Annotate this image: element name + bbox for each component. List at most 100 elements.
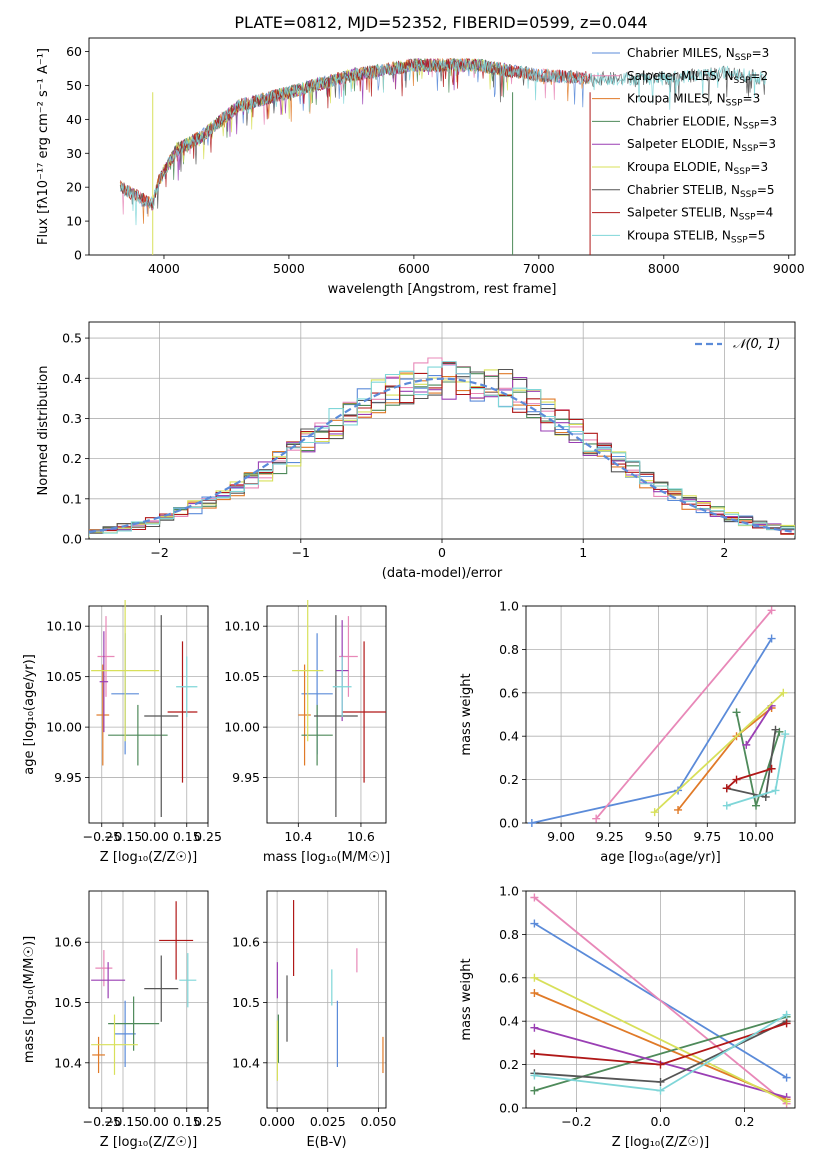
weight-marker (732, 775, 741, 784)
x-axis-label: E(B-V) (306, 1135, 346, 1150)
weight-lines (527, 606, 790, 827)
y-tick-label: 9.95 (232, 770, 260, 785)
y-tick-label: 40 (66, 112, 82, 127)
weight-marker (656, 1060, 665, 1069)
weight-marker (771, 725, 780, 734)
legend-label: Chabrier ELODIE, NSSP=3 (627, 114, 777, 131)
y-tick-label: 0.0 (62, 532, 82, 547)
y-tick-label: 0.8 (499, 927, 519, 942)
weight-marker (722, 784, 731, 793)
y-tick-label: 0.6 (499, 970, 519, 985)
x-tick-label: 1 (579, 545, 587, 560)
x-tick-label: 0.050 (361, 1114, 397, 1129)
y-tick-label: 10.6 (232, 935, 260, 950)
x-axis-label: Z [log₁₀(Z/Z☉)] (100, 1135, 197, 1150)
x-tick-label: −0.25 (83, 1114, 121, 1129)
y-tick-label: 0.3 (62, 411, 82, 426)
x-tick-label: 0.000 (259, 1114, 295, 1129)
y-tick-label: 10.10 (46, 619, 82, 634)
errorbar-points (276, 900, 384, 1081)
weight-marker (742, 740, 751, 749)
y-tick-label: 0.0 (499, 816, 519, 831)
x-tick-label: 4000 (148, 261, 180, 276)
legend-label: Chabrier STELIB, NSSP=5 (627, 183, 775, 200)
x-tick-label: 9.25 (596, 829, 624, 844)
y-tick-label: 1.0 (499, 599, 519, 614)
legend-label: Kroupa ELODIE, NSSP=3 (627, 160, 768, 177)
y-tick-label: 9.95 (54, 770, 82, 785)
normal-curve (89, 377, 795, 534)
x-tick-label: 0.00 (141, 1114, 169, 1129)
errorbar-points (91, 901, 197, 1075)
panels: 4000 5000 6000 7000 8000 90000102030405060wav… (22, 37, 805, 1150)
y-axis-label: Flux [fλ10⁻¹⁷ erg cm⁻² s⁻¹ A⁻¹] (36, 48, 51, 245)
x-tick-label: 8000 (648, 261, 680, 276)
y-tick-label: 0 (74, 248, 82, 263)
y-tick-label: 10.5 (54, 995, 82, 1010)
weight-marker (752, 801, 761, 810)
y-tick-label: 0.2 (62, 451, 82, 466)
x-tick-label: 9000 (773, 261, 805, 276)
weight-marker (650, 808, 659, 817)
y-tick-label: 10 (66, 214, 82, 229)
weight-marker (530, 1086, 539, 1095)
y-tick-label: 0.1 (62, 491, 82, 506)
x-tick-label: 10.00 (738, 829, 774, 844)
axes-frame (88, 321, 796, 540)
x-axis-label: mass [log₁₀(M/M☉)] (263, 850, 390, 865)
axes-frame (266, 890, 387, 1109)
axes-frame (525, 605, 796, 824)
x-tick-label: 10.4 (284, 829, 312, 844)
x-tick-label: 0.15 (173, 829, 201, 844)
x-tick-label: 0.25 (194, 829, 222, 844)
weight-marker (782, 1019, 791, 1028)
histogram-steps (89, 357, 795, 538)
weight-marker (781, 730, 790, 739)
weight-marker (771, 786, 780, 795)
x-tick-label: 0.025 (310, 1114, 346, 1129)
panel-residual-histogram: −2 −1 0 1 2 0.0 0.1 0.2 0.3 0.4 0.5 (data-model)/er… (36, 321, 796, 581)
panel-age-vs-Z: −0.25−0.150.00 0.150.25 9.95 10.00 10.05 10.1… (22, 599, 222, 865)
weight-marker (530, 973, 539, 982)
x-tick-label: −0.25 (83, 829, 121, 844)
legend-label: Salpeter ELODIE, NSSP=3 (627, 137, 776, 154)
weight-marker (767, 606, 776, 615)
y-tick-label: 10.05 (224, 669, 260, 684)
y-tick-label: 0.2 (499, 1057, 519, 1072)
y-tick-label: 10.5 (232, 995, 260, 1010)
weight-marker (530, 1071, 539, 1080)
weight-marker (722, 801, 731, 810)
x-tick-label: 7000 (523, 261, 555, 276)
x-tick-label: 0.0 (651, 1114, 671, 1129)
weight-marker (530, 893, 539, 902)
panel-EBV-strip: 0.000 0.025 0.050 10.4 10.5 10.6 E(B-V) (232, 890, 397, 1150)
x-tick-label: 10.6 (347, 829, 375, 844)
legend-label: Kroupa MILES, NSSP=3 (627, 92, 760, 109)
x-tick-label: 0.2 (735, 1114, 755, 1129)
x-tick-label: 0.00 (141, 829, 169, 844)
weight-marker (782, 1073, 791, 1082)
x-tick-label: −1 (292, 545, 310, 560)
weight-marker (530, 919, 539, 928)
x-tick-label: 9.50 (645, 829, 673, 844)
weight-marker (767, 634, 776, 643)
x-axis-label: (data-model)/error (382, 566, 503, 581)
x-tick-label: −2 (150, 545, 168, 560)
y-tick-label: 0.2 (499, 772, 519, 787)
weight-marker (592, 814, 601, 823)
weight-line-0 (531, 638, 773, 824)
weight-line-1 (595, 609, 773, 820)
weight-marker (530, 1049, 539, 1058)
weight-line-5 (654, 692, 784, 813)
figure-title: PLATE=0812, MJD=52352, FIBERID=0599, z=0… (234, 13, 647, 32)
y-tick-label: 10.4 (232, 1055, 260, 1070)
x-tick-label: −0.15 (104, 829, 142, 844)
weight-marker (782, 1097, 791, 1106)
panel-weight-vs-Z: −0.2 0.0 0.2 0.0 0.2 0.4 0.6 0.8 1.0 Z [log₁₀(Z/Z… (459, 884, 796, 1150)
panel-spectrum: 4000 5000 6000 7000 8000 9000 0 10 20 30 40 50 60 wav… (36, 37, 805, 297)
axes-frame (88, 605, 209, 824)
x-tick-label: −0.2 (561, 1114, 591, 1129)
weight-marker (732, 708, 741, 717)
x-axis-label: wavelength [Angstrom, rest frame] (328, 282, 557, 297)
y-tick-label: 0.4 (62, 371, 82, 386)
